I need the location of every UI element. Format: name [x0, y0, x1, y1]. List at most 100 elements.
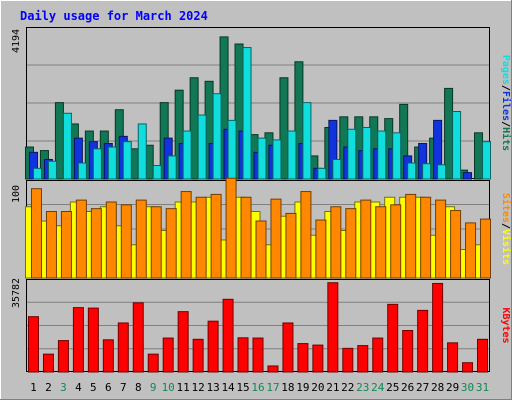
y-axis-label: Pages/Files/Hits [500, 55, 512, 151]
bar-kbytes-day-11 [177, 311, 189, 373]
x-tick-label-day-24: 24 [371, 381, 385, 394]
panel-visits-sites: 100 Sites/Visits [11, 177, 512, 279]
x-tick-label-day-2: 2 [45, 381, 52, 394]
bar-sites-day-31 [480, 218, 492, 279]
bar-sites-day-17 [270, 198, 282, 279]
x-tick-label-day-13: 13 [206, 381, 219, 394]
x-tick-label-day-10: 10 [162, 381, 175, 394]
y-axis-label-separator: / [500, 223, 511, 229]
bar-pages-day-20 [317, 167, 327, 180]
bar-pages-day-7 [122, 141, 132, 180]
bar-pages-day-14 [227, 119, 237, 180]
panel-kbytes: 35782 KBytes [11, 278, 511, 373]
bar-pages-day-27 [422, 163, 432, 180]
y-axis-label-files: Files [500, 91, 512, 121]
y-axis-label-sites: Sites [500, 193, 512, 223]
y-max-label: 4194 [11, 29, 22, 53]
x-tick-label-day-1: 1 [30, 381, 37, 394]
bar-kbytes-day-6 [102, 339, 114, 373]
x-tick-label-day-25: 25 [386, 381, 399, 394]
x-tick-label-day-21: 21 [326, 381, 339, 394]
bar-pages-day-3 [62, 112, 72, 180]
bar-kbytes-day-31 [477, 338, 489, 373]
y-axis-label: KBytes [500, 307, 511, 343]
x-tick-label-day-5: 5 [90, 381, 97, 394]
bar-pages-day-26 [407, 162, 417, 180]
bar-sites-day-4 [75, 199, 87, 279]
x-tick-label-day-11: 11 [177, 381, 190, 394]
bar-pages-day-4 [77, 162, 87, 180]
bar-pages-day-17 [272, 139, 282, 180]
bar-pages-day-1 [32, 167, 42, 180]
x-tick-label-day-26: 26 [401, 381, 414, 394]
bar-kbytes-day-29 [447, 342, 459, 373]
bar-sites-day-21 [330, 206, 342, 279]
bar-hits-day-18 [279, 77, 289, 180]
bar-kbytes-day-14 [222, 298, 234, 373]
bar-kbytes-day-28 [432, 282, 444, 373]
bar-pages-day-6 [107, 146, 117, 180]
y-axis-label: Sites/Visits [500, 193, 512, 265]
bar-kbytes-day-13 [207, 320, 219, 373]
bar-files-day-30 [463, 172, 473, 180]
bar-kbytes-day-15 [237, 337, 249, 373]
bar-kbytes-day-4 [72, 307, 84, 373]
bar-pages-day-15 [242, 47, 252, 180]
x-tick-label-day-23: 23 [356, 381, 369, 394]
x-tick-label-day-12: 12 [192, 381, 205, 394]
x-tick-label-day-6: 6 [105, 381, 112, 394]
x-tick-label-day-19: 19 [296, 381, 309, 394]
bar-kbytes-day-20 [312, 344, 324, 373]
bar-kbytes-day-25 [387, 303, 399, 373]
x-tick-label-day-7: 7 [120, 381, 127, 394]
x-tick-label-day-20: 20 [311, 381, 324, 394]
bar-kbytes-day-23 [357, 345, 369, 373]
y-max-label: 100 [11, 185, 22, 203]
y-axis-label-visits: Visits [500, 229, 512, 265]
bar-kbytes-day-22 [342, 347, 354, 373]
chart-title: Daily usage for March 2024 [20, 9, 208, 23]
bar-pages-day-12 [197, 114, 207, 180]
bar-pages-day-16 [257, 137, 267, 180]
x-tick-label-day-17: 17 [266, 381, 279, 394]
x-tick-label-day-14: 14 [221, 381, 235, 394]
bar-kbytes-day-3 [57, 340, 69, 373]
bar-kbytes-day-18 [282, 322, 294, 373]
bar-sites-day-6 [105, 201, 117, 279]
y-axis-label-separator: / [500, 121, 511, 127]
bar-sites-day-9 [150, 206, 162, 279]
bar-sites-day-13 [210, 193, 222, 279]
bar-pages-day-25 [392, 132, 402, 180]
y-axis-label-separator: / [500, 85, 511, 91]
bar-sites-day-2 [45, 211, 57, 279]
bar-sites-day-24 [375, 206, 387, 279]
bar-pages-day-18 [287, 130, 297, 180]
bar-kbytes-day-10 [162, 337, 174, 373]
bar-pages-day-31 [482, 141, 492, 180]
x-tick-label-day-4: 4 [75, 381, 82, 394]
x-axis: 1 2 3 4 5 6 7 8 9 10 11 12 13 14 15 16 17 18 19 20 21 22 23 24 2… [30, 381, 489, 394]
bar-kbytes-day-1 [27, 316, 39, 373]
bar-kbytes-day-7 [117, 322, 129, 373]
bar-pages-day-28 [437, 164, 447, 180]
bar-sites-day-18 [285, 212, 297, 279]
bar-kbytes-day-16 [252, 337, 264, 373]
bar-sites-day-23 [360, 199, 372, 279]
x-tick-label-day-22: 22 [341, 381, 354, 394]
bar-pages-day-29 [452, 110, 462, 180]
bar-kbytes-day-30 [462, 362, 474, 373]
bar-pages-day-2 [47, 160, 57, 180]
bar-pages-day-23 [362, 126, 372, 180]
panel-hits-files-pages: 4194 Pages/Files/Hits [11, 27, 512, 180]
bar-sites-day-20 [315, 219, 327, 279]
x-tick-label-day-16: 16 [251, 381, 264, 394]
bar-kbytes-day-27 [417, 309, 429, 373]
y-max-label: 35782 [11, 278, 22, 308]
bar-sites-day-5 [90, 208, 102, 279]
bar-sites-day-3 [60, 211, 72, 279]
bar-sites-day-30 [465, 222, 477, 279]
x-tick-label-day-18: 18 [281, 381, 294, 394]
bar-sites-day-15 [240, 196, 252, 279]
bar-kbytes-day-26 [402, 329, 414, 373]
bar-pages-day-22 [347, 128, 357, 180]
